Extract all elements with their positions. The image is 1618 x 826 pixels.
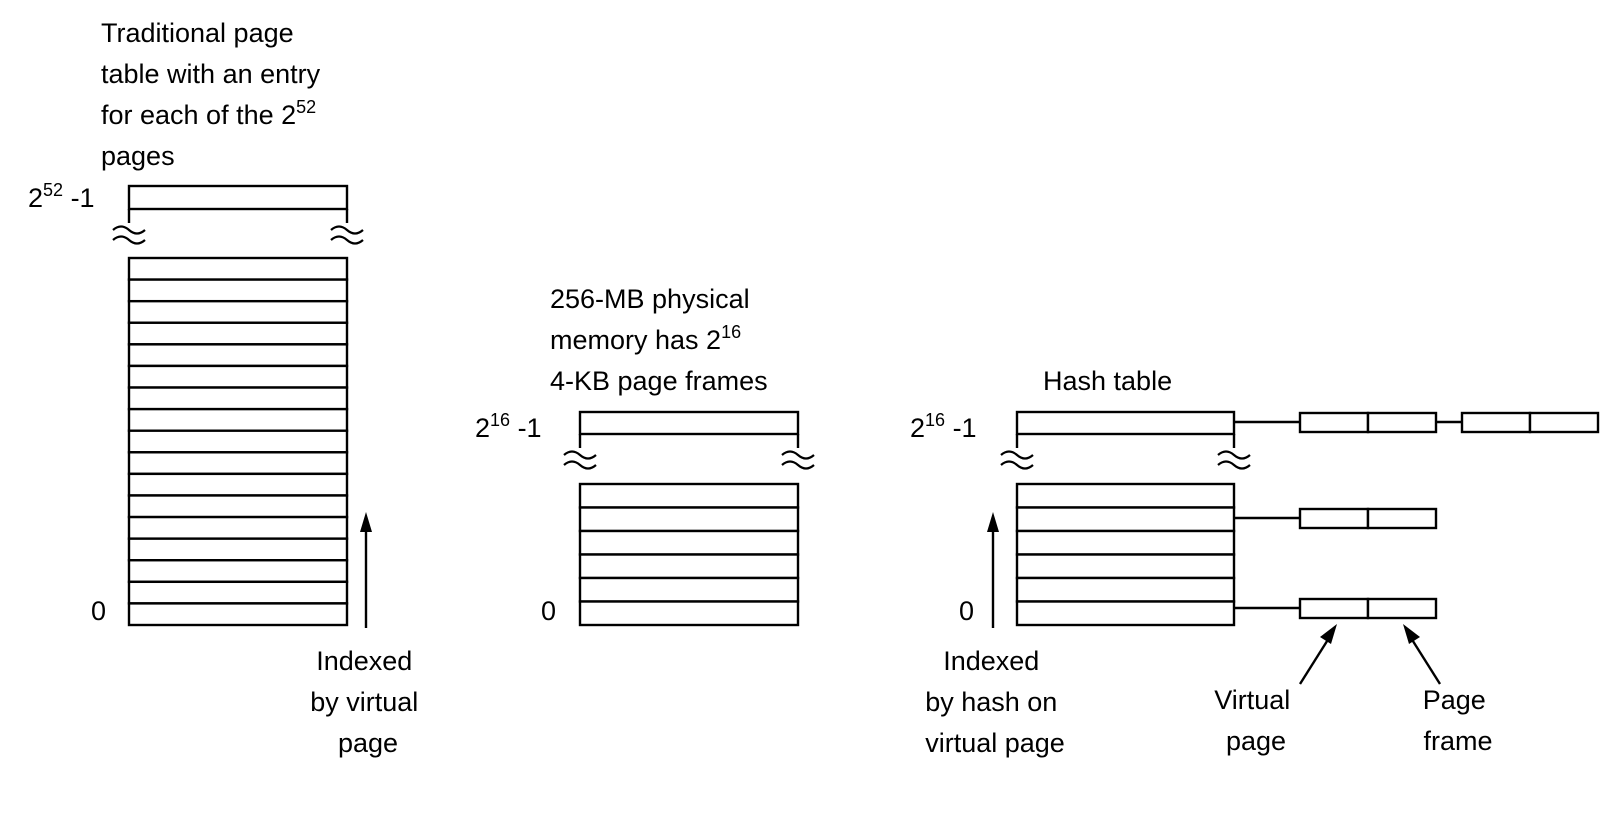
hash-table: Hash table 216 -1 0 Indexed by hash on v… <box>910 366 1600 758</box>
traditional-caption-line-3: for each of the 2 <box>101 100 296 130</box>
traditional-entry-row <box>127 256 349 281</box>
hash-arrowhead-icon <box>987 512 999 532</box>
physical-frame-row <box>578 553 800 580</box>
traditional-entry-row <box>127 386 349 411</box>
physical-frame-row <box>578 482 800 509</box>
chain-bottom-entry-page-frame <box>1366 597 1438 620</box>
hash-bottom-index-label: 0 <box>959 596 974 626</box>
hash-top-index-label: 216 -1 <box>910 410 977 443</box>
hash-bucket-row <box>1015 553 1236 580</box>
physical-entry-rows <box>578 482 800 627</box>
physical-top-entry <box>578 410 800 436</box>
traditional-entry-row <box>127 451 349 476</box>
virtual-page-pointer <box>1298 637 1331 685</box>
traditional-entry-row <box>127 407 349 432</box>
traditional-right-break-icon <box>330 225 364 245</box>
traditional-arrow-caption: Indexed by virtual page <box>310 646 426 758</box>
traditional-entry-row <box>127 321 349 346</box>
traditional-top-entry <box>127 184 349 211</box>
traditional-entry-row <box>127 580 349 605</box>
physical-bottom-index-label: 0 <box>541 596 556 626</box>
physical-frame-row <box>578 529 800 556</box>
traditional-page-table: Traditional page table with an entry for… <box>28 18 426 758</box>
traditional-caption: Traditional page table with an entry for… <box>101 18 328 171</box>
page-frame-caption: Page frame <box>1423 685 1494 756</box>
physical-frame-row <box>578 600 800 627</box>
traditional-entry-row <box>127 299 349 324</box>
traditional-entry-row <box>127 472 349 497</box>
chain-middle-entry-page-frame <box>1366 507 1438 530</box>
traditional-caption-line-4: pages <box>101 141 175 171</box>
chain-top-entry-1-virtual-page <box>1298 411 1370 434</box>
traditional-entry-row <box>127 494 349 519</box>
traditional-entry-row <box>127 559 349 584</box>
physical-top-index-label: 216 -1 <box>475 410 542 443</box>
traditional-entry-row <box>127 602 349 627</box>
chain-bottom-entry-virtual-page <box>1298 597 1370 620</box>
page-frame-arrowhead-icon <box>1403 624 1420 644</box>
virtual-page-caption: Virtual page <box>1214 685 1298 756</box>
hash-table-title: Hash table <box>1043 366 1172 396</box>
chain-top-entry-2-page-frame <box>1528 411 1600 434</box>
chain-middle-entry-virtual-page <box>1298 507 1370 530</box>
page-frame-pointer <box>1409 637 1442 685</box>
hash-top-bucket <box>1015 410 1236 436</box>
hash-left-break-icon <box>1000 450 1034 470</box>
physical-memory-table: 256-MB physical memory has 216 4-KB page… <box>475 284 815 627</box>
physical-frame-row <box>578 576 800 603</box>
traditional-entry-row <box>127 515 349 540</box>
hash-right-break-icon <box>1217 450 1251 470</box>
traditional-entry-row <box>127 364 349 389</box>
traditional-caption-line-2: table with an entry <box>101 59 321 89</box>
traditional-entry-row <box>127 429 349 454</box>
traditional-arrowhead-icon <box>360 512 372 532</box>
hash-bucket-row <box>1015 506 1236 533</box>
chain-top-entry-1-page-frame <box>1366 411 1438 434</box>
physical-right-break-icon <box>781 450 815 470</box>
traditional-entry-rows <box>127 256 349 627</box>
physical-left-break-icon <box>563 450 597 470</box>
hash-bucket-row <box>1015 529 1236 556</box>
traditional-entry-row <box>127 343 349 368</box>
physical-frame-row <box>578 506 800 533</box>
hash-bucket-row <box>1015 576 1236 603</box>
hash-arrow-caption: Indexed by hash on virtual page <box>925 646 1065 758</box>
traditional-left-break-icon <box>112 225 146 245</box>
physical-caption: 256-MB physical memory has 216 4-KB page… <box>550 284 768 396</box>
traditional-bottom-index-label: 0 <box>91 596 106 626</box>
chain-top-entry-2-virtual-page <box>1460 411 1532 434</box>
hash-bucket-rows <box>1015 482 1236 627</box>
virtual-page-arrowhead-icon <box>1320 624 1337 644</box>
traditional-caption-line-1: Traditional page <box>101 18 294 48</box>
traditional-entry-row <box>127 278 349 303</box>
hash-bucket-row <box>1015 600 1236 627</box>
traditional-caption-superscript: 52 <box>296 97 316 117</box>
hash-bucket-row <box>1015 482 1236 509</box>
traditional-top-index-label: 252 -1 <box>28 180 95 213</box>
traditional-entry-row <box>127 537 349 562</box>
